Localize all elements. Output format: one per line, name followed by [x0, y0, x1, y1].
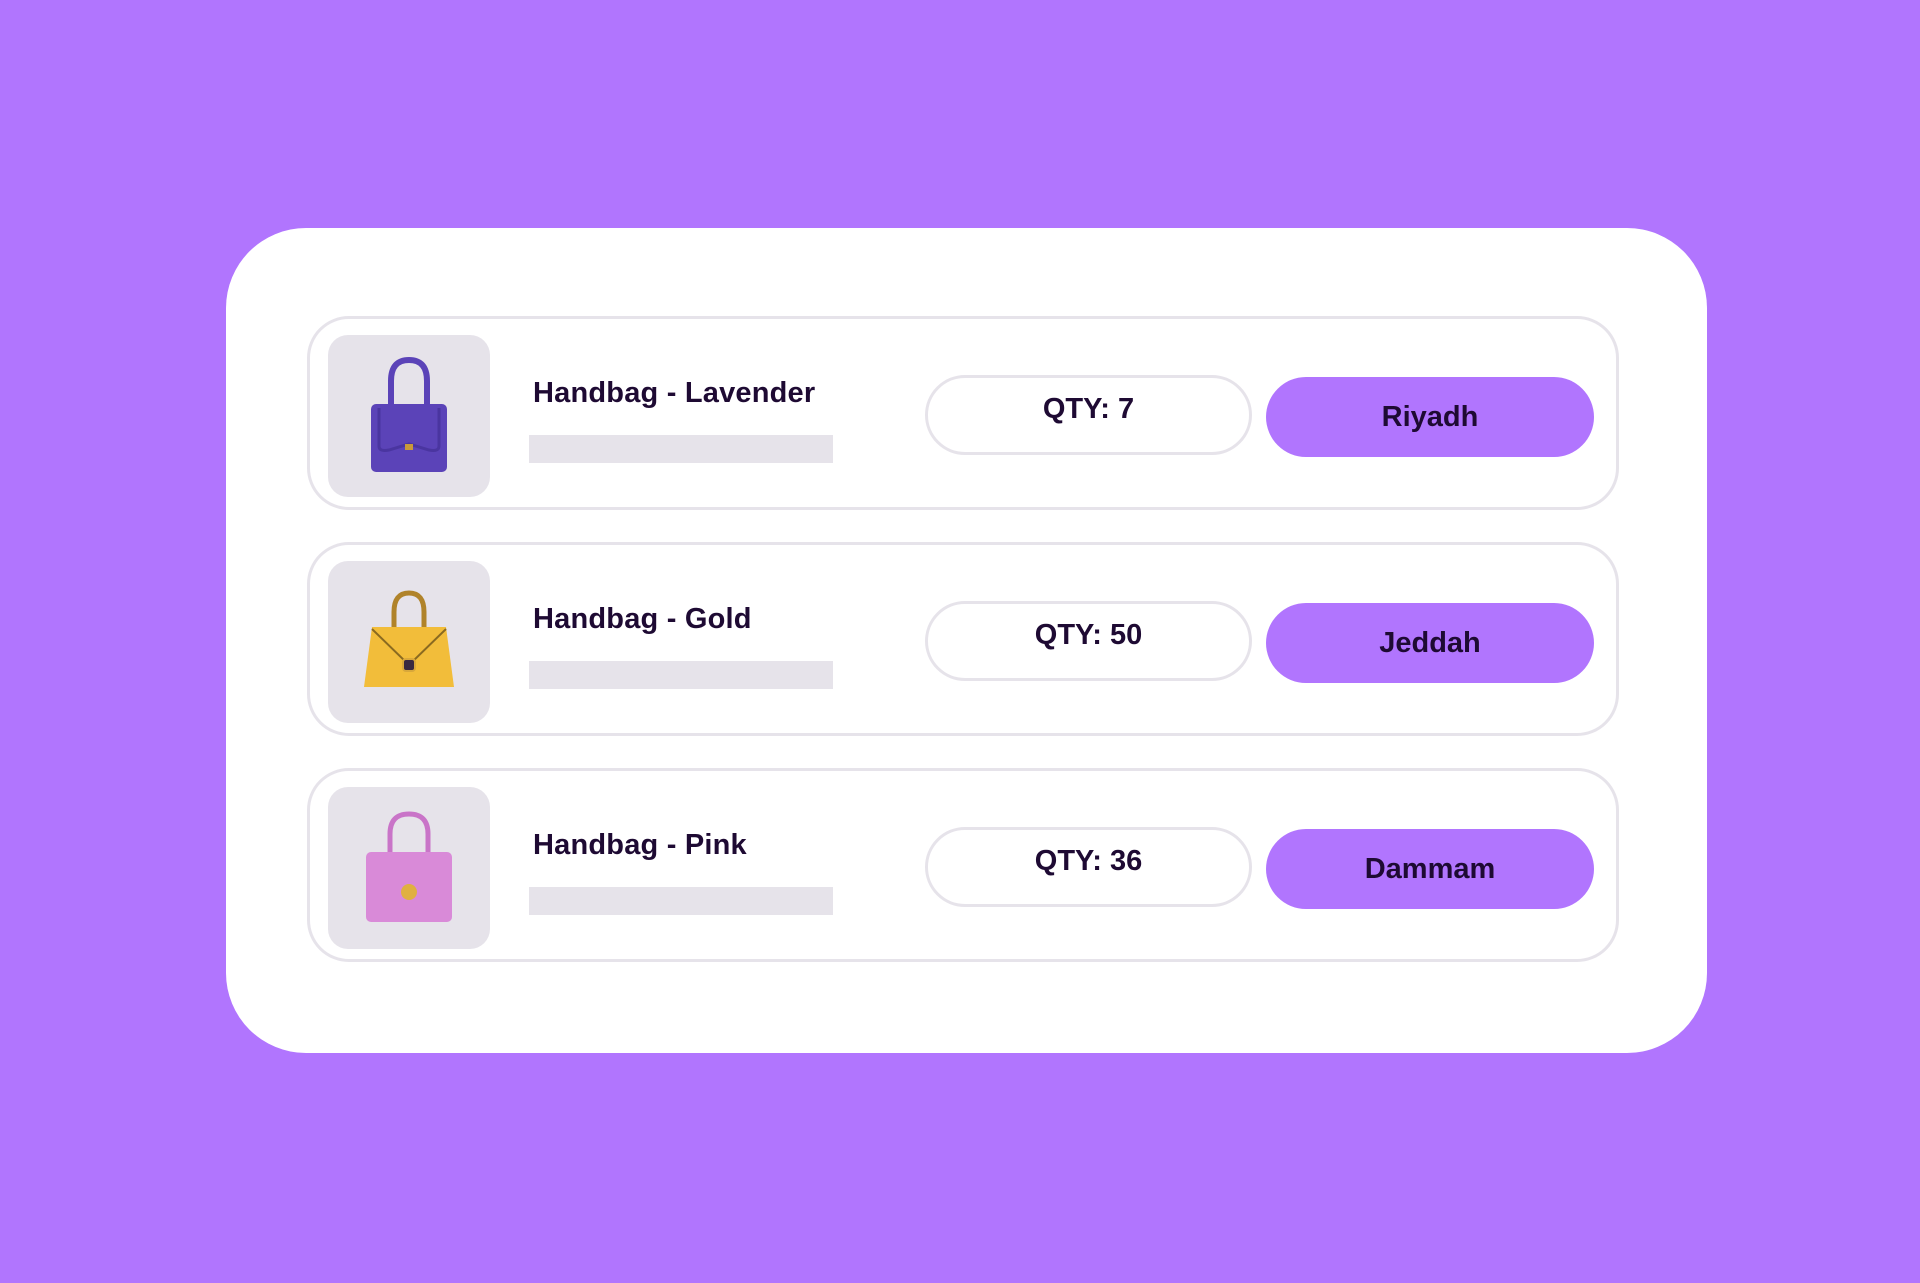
placeholder-bar [529, 435, 833, 463]
quantity-pill: QTY: 50 [925, 601, 1252, 681]
list-item: Handbag - Gold QTY: 50 Jeddah [307, 542, 1619, 736]
handbag-icon [366, 811, 452, 922]
inventory-card: Handbag - Lavender QTY: 7 Riyadh Handbag… [226, 228, 1707, 1053]
placeholder-bar [529, 661, 833, 689]
placeholder-bar [529, 887, 833, 915]
product-title: Handbag - Pink [533, 829, 747, 861]
city-button-riyadh[interactable]: Riyadh [1266, 377, 1594, 457]
quantity-pill: QTY: 36 [925, 827, 1252, 907]
quantity-pill: QTY: 7 [925, 375, 1252, 455]
pink-handbag-image [328, 787, 490, 949]
lavender-handbag-image [328, 335, 490, 497]
handbag-icon [364, 590, 454, 687]
product-title: Handbag - Gold [533, 603, 752, 635]
list-item: Handbag - Pink QTY: 36 Dammam [307, 768, 1619, 962]
handbag-icon [371, 356, 447, 472]
gold-handbag-image [328, 561, 490, 723]
list-item: Handbag - Lavender QTY: 7 Riyadh [307, 316, 1619, 510]
product-title: Handbag - Lavender [533, 377, 816, 409]
city-button-jeddah[interactable]: Jeddah [1266, 603, 1594, 683]
city-button-dammam[interactable]: Dammam [1266, 829, 1594, 909]
